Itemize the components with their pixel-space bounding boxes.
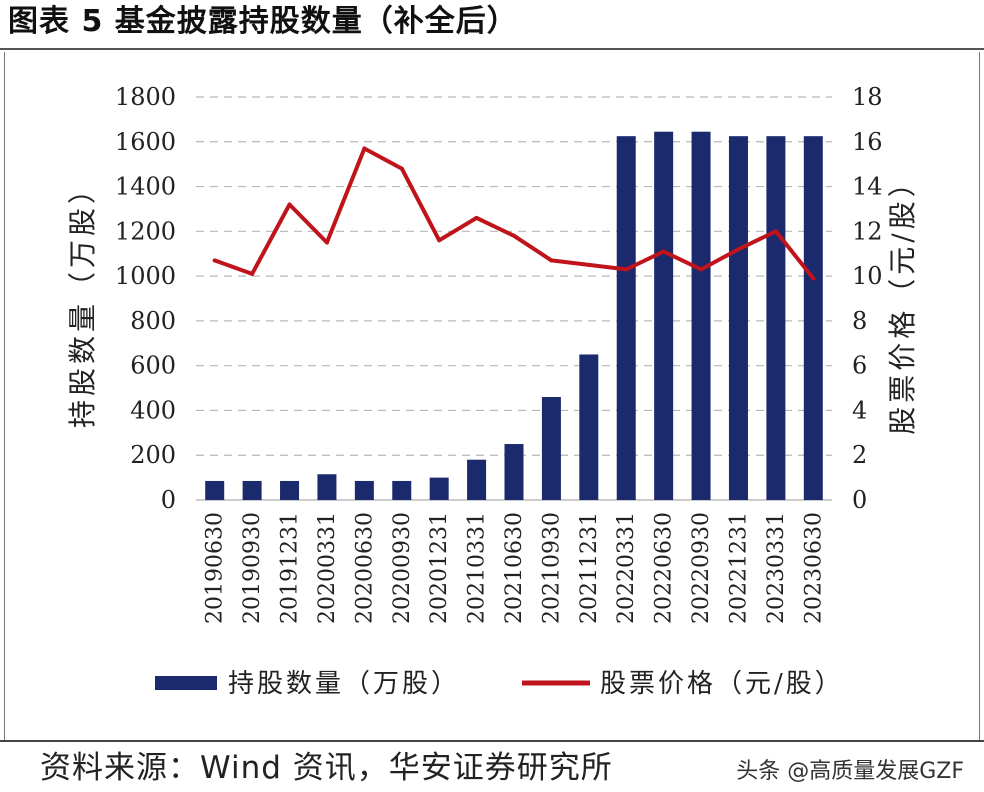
- price-point: [549, 258, 554, 263]
- price-point: [362, 146, 367, 151]
- y2-tick-label: 16: [852, 128, 883, 156]
- x-tick-label: 20210630: [502, 512, 527, 624]
- x-tick-label: 20220930: [689, 512, 714, 624]
- y2-axis-title: 股票价格（元/股）: [886, 165, 919, 434]
- bar: [205, 480, 225, 500]
- price-point: [624, 267, 629, 272]
- y-axis-title: 持股数量（万股）: [66, 172, 99, 428]
- x-tick-label: 20200331: [315, 512, 340, 624]
- source-divider: [0, 740, 984, 742]
- bar: [429, 477, 449, 500]
- y2-tick-label: 18: [852, 83, 883, 111]
- price-point: [773, 229, 778, 234]
- price-point: [437, 238, 442, 243]
- bar: [280, 480, 300, 500]
- x-tick-label: 20200930: [390, 512, 415, 624]
- x-tick-label: 20220630: [652, 512, 677, 624]
- legend-label-line: 股票价格（元/股）: [600, 669, 844, 699]
- bar: [354, 480, 374, 500]
- y2-tick-label: 8: [852, 307, 867, 335]
- y-tick-label: 1200: [115, 217, 176, 245]
- bar: [803, 136, 823, 501]
- y2-tick-label: 12: [852, 217, 883, 245]
- bar: [467, 459, 487, 500]
- bar: [766, 136, 786, 501]
- price-point: [661, 249, 666, 254]
- price-point: [699, 267, 704, 272]
- price-point: [474, 215, 479, 220]
- price-point: [512, 233, 516, 238]
- y-tick-label: 1800: [115, 83, 176, 111]
- x-tick-label: 20221231: [726, 512, 751, 624]
- bar: [654, 131, 674, 501]
- bar: [616, 136, 636, 501]
- y-tick-label: 800: [130, 307, 176, 335]
- title-divider: [0, 48, 984, 50]
- bar: [317, 474, 337, 500]
- x-tick-label: 20230630: [801, 512, 826, 624]
- x-tick-label: 20230331: [764, 512, 789, 624]
- y-tick-label: 200: [130, 441, 176, 469]
- x-tick-label: 20190930: [240, 512, 265, 624]
- price-line: [212, 146, 816, 281]
- y2-tick-label: 6: [852, 352, 867, 380]
- price-point: [212, 258, 217, 263]
- y-tick-label: 0: [161, 486, 176, 514]
- bar: [541, 397, 561, 500]
- y-tick-label: 1600: [115, 128, 176, 156]
- x-tick-label: 20211231: [577, 512, 602, 624]
- legend-label-bars: 持股数量（万股）: [228, 669, 460, 699]
- y2-tick-label: 0: [852, 486, 867, 514]
- x-tick-label: 20210331: [465, 512, 490, 624]
- price-point: [287, 202, 292, 207]
- bar: [579, 354, 599, 500]
- y-tick-label: 400: [130, 396, 176, 424]
- y-tick-label: 600: [130, 352, 176, 380]
- y2-tick-label: 10: [852, 262, 883, 290]
- watermark: 头条 @高质量发展GZF: [736, 759, 964, 784]
- bar: [504, 444, 524, 500]
- price-point: [811, 276, 816, 281]
- price-point: [324, 240, 329, 245]
- x-tick-label: 20190630: [203, 512, 228, 624]
- bar: [242, 480, 262, 500]
- y2-tick-label: 4: [852, 396, 867, 424]
- price-point: [250, 271, 255, 276]
- y-tick-label: 1000: [115, 262, 176, 290]
- x-tick-label: 20191231: [278, 512, 303, 624]
- price-point: [586, 262, 591, 267]
- chart-frame: [4, 52, 980, 740]
- x-tick-label: 20200630: [352, 512, 377, 624]
- x-tick-label: 20220331: [614, 512, 639, 624]
- x-tick-label: 20210930: [539, 512, 564, 624]
- y2-tick-label: 2: [852, 441, 867, 469]
- legend-swatch-bars: [155, 676, 217, 690]
- figure-title: 图表 5 基金披露持股数量（补全后）: [8, 4, 518, 39]
- price-point: [399, 166, 404, 171]
- x-tick-label: 20201231: [427, 512, 452, 624]
- price-point: [736, 247, 741, 252]
- chart-canvas: 0 200 400 600 800 1000 1200 1400 1600 1800 0 2 4 6 8 10…: [66, 83, 919, 699]
- bar: [392, 480, 412, 500]
- bar: [728, 136, 748, 501]
- y-tick-label: 1400: [115, 173, 176, 201]
- source-note: 资料来源：Wind 资讯，华安证券研究所: [40, 750, 613, 786]
- bar: [691, 131, 711, 501]
- y2-tick-label: 14: [852, 173, 883, 201]
